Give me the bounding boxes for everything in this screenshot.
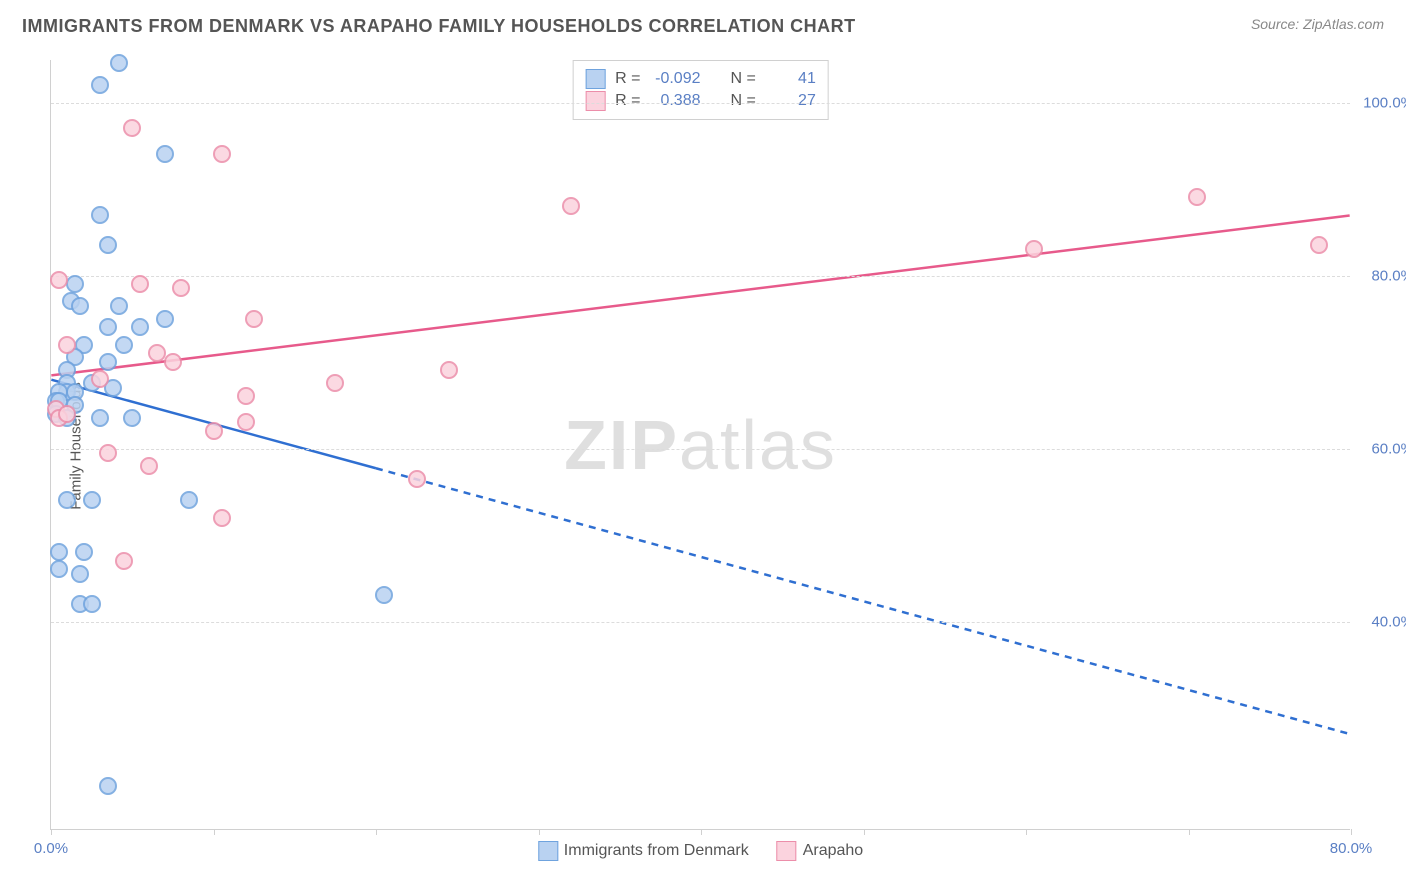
data-point	[91, 409, 109, 427]
data-point	[99, 444, 117, 462]
chart-title: IMMIGRANTS FROM DENMARK VS ARAPAHO FAMIL…	[22, 16, 856, 37]
data-point	[408, 470, 426, 488]
trend-lines	[51, 60, 1350, 829]
x-tick-mark	[376, 829, 377, 835]
data-point	[110, 297, 128, 315]
stats-row: R =0.388N =27	[585, 91, 816, 111]
data-point	[58, 491, 76, 509]
data-point	[75, 543, 93, 561]
data-point	[99, 777, 117, 795]
source-attribution: Source: ZipAtlas.com	[1251, 16, 1384, 32]
data-point	[58, 336, 76, 354]
legend-swatch	[585, 91, 605, 111]
data-point	[326, 374, 344, 392]
x-tick-label: 0.0%	[34, 840, 68, 857]
scatter-chart: ZIPatlas R =-0.092N =41R =0.388N =27 Imm…	[50, 60, 1350, 830]
x-tick-mark	[539, 829, 540, 835]
data-point	[66, 275, 84, 293]
data-point	[50, 543, 68, 561]
gridline	[51, 449, 1350, 450]
y-tick-label: 60.0%	[1371, 441, 1406, 458]
data-point	[99, 236, 117, 254]
gridline	[51, 103, 1350, 104]
data-point	[115, 336, 133, 354]
stats-row: R =-0.092N =41	[585, 69, 816, 89]
data-point	[245, 310, 263, 328]
data-point	[91, 206, 109, 224]
x-tick-mark	[701, 829, 702, 835]
data-point	[131, 275, 149, 293]
data-point	[213, 509, 231, 527]
data-point	[205, 422, 223, 440]
data-point	[58, 405, 76, 423]
data-point	[115, 552, 133, 570]
data-point	[131, 318, 149, 336]
x-tick-mark	[1351, 829, 1352, 835]
data-point	[50, 560, 68, 578]
data-point	[148, 344, 166, 362]
gridline	[51, 622, 1350, 623]
watermark: ZIPatlas	[564, 405, 837, 485]
y-tick-label: 80.0%	[1371, 268, 1406, 285]
data-point	[110, 54, 128, 72]
x-tick-mark	[1026, 829, 1027, 835]
data-point	[50, 271, 68, 289]
data-point	[99, 318, 117, 336]
data-point	[91, 370, 109, 388]
data-point	[375, 586, 393, 604]
x-tick-mark	[864, 829, 865, 835]
data-point	[172, 279, 190, 297]
data-point	[71, 297, 89, 315]
series-legend: Immigrants from Denmark Arapaho	[538, 841, 863, 861]
data-point	[71, 565, 89, 583]
data-point	[156, 310, 174, 328]
data-point	[156, 145, 174, 163]
data-point	[140, 457, 158, 475]
legend-item: Arapaho	[777, 841, 864, 861]
data-point	[99, 353, 117, 371]
x-tick-mark	[1189, 829, 1190, 835]
data-point	[83, 595, 101, 613]
x-tick-mark	[51, 829, 52, 835]
data-point	[1310, 236, 1328, 254]
data-point	[440, 361, 458, 379]
data-point	[237, 413, 255, 431]
data-point	[1025, 240, 1043, 258]
y-tick-label: 100.0%	[1363, 95, 1406, 112]
data-point	[213, 145, 231, 163]
gridline	[51, 276, 1350, 277]
legend-swatch	[585, 69, 605, 89]
data-point	[180, 491, 198, 509]
y-tick-label: 40.0%	[1371, 614, 1406, 631]
stats-box: R =-0.092N =41R =0.388N =27	[572, 60, 829, 120]
data-point	[123, 119, 141, 137]
data-point	[123, 409, 141, 427]
data-point	[562, 197, 580, 215]
data-point	[1188, 188, 1206, 206]
data-point	[91, 76, 109, 94]
x-tick-label: 80.0%	[1330, 840, 1373, 857]
data-point	[83, 491, 101, 509]
data-point	[164, 353, 182, 371]
data-point	[237, 387, 255, 405]
legend-item: Immigrants from Denmark	[538, 841, 749, 861]
x-tick-mark	[214, 829, 215, 835]
